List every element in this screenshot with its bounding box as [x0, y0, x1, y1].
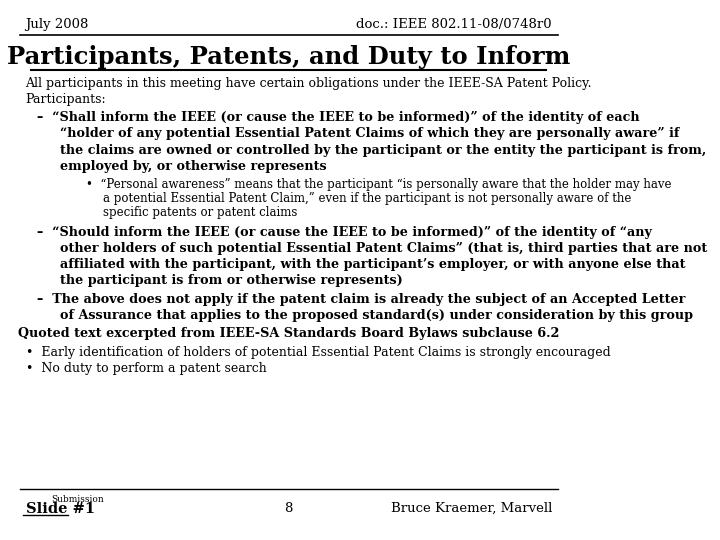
Text: a potential Essential Patent Claim,” even if the participant is not personally a: a potential Essential Patent Claim,” eve…: [103, 192, 631, 205]
Text: doc.: IEEE 802.11-08/0748r0: doc.: IEEE 802.11-08/0748r0: [356, 18, 552, 31]
Text: •  “Personal awareness” means that the participant “is personally aware that the: • “Personal awareness” means that the pa…: [86, 178, 671, 191]
Text: –  “Shall inform the IEEE (or cause the IEEE to be informed)” of the identity of: – “Shall inform the IEEE (or cause the I…: [37, 111, 639, 124]
Text: 8: 8: [284, 502, 293, 515]
Text: Bruce Kraemer, Marvell: Bruce Kraemer, Marvell: [391, 502, 552, 515]
Text: Participants:: Participants:: [25, 93, 106, 106]
Text: employed by, or otherwise represents: employed by, or otherwise represents: [60, 160, 326, 173]
Text: other holders of such potential Essential Patent Claims” (that is, third parties: other holders of such potential Essentia…: [60, 242, 707, 255]
Text: the claims are owned or controlled by the participant or the entity the particip: the claims are owned or controlled by th…: [60, 144, 706, 157]
Text: •  No duty to perform a patent search: • No duty to perform a patent search: [25, 362, 266, 375]
Text: of Assurance that applies to the proposed standard(s) under consideration by thi: of Assurance that applies to the propose…: [60, 309, 693, 322]
Text: specific patents or patent claims: specific patents or patent claims: [103, 206, 297, 219]
Text: Slide #1: Slide #1: [25, 502, 94, 516]
Text: July 2008: July 2008: [25, 18, 89, 31]
Text: the participant is from or otherwise represents): the participant is from or otherwise rep…: [60, 274, 402, 287]
Text: •  Early identification of holders of potential Essential Patent Claims is stron: • Early identification of holders of pot…: [25, 346, 611, 359]
Text: All participants in this meeting have certain obligations under the IEEE-SA Pate: All participants in this meeting have ce…: [25, 77, 592, 90]
Text: Submission: Submission: [51, 495, 104, 504]
Text: Quoted text excerpted from IEEE-SA Standards Board Bylaws subclause 6.2: Quoted text excerpted from IEEE-SA Stand…: [18, 327, 559, 340]
Text: Participants, Patents, and Duty to Inform: Participants, Patents, and Duty to Infor…: [7, 45, 570, 69]
Text: –  The above does not apply if the patent claim is already the subject of an Acc: – The above does not apply if the patent…: [37, 293, 685, 306]
Text: affiliated with the participant, with the participant’s employer, or with anyone: affiliated with the participant, with th…: [60, 258, 685, 271]
Text: “holder of any potential Essential Patent Claims of which they are personally aw: “holder of any potential Essential Paten…: [60, 127, 679, 140]
Text: –  “Should inform the IEEE (or cause the IEEE to be informed)” of the identity o: – “Should inform the IEEE (or cause the …: [37, 226, 652, 239]
